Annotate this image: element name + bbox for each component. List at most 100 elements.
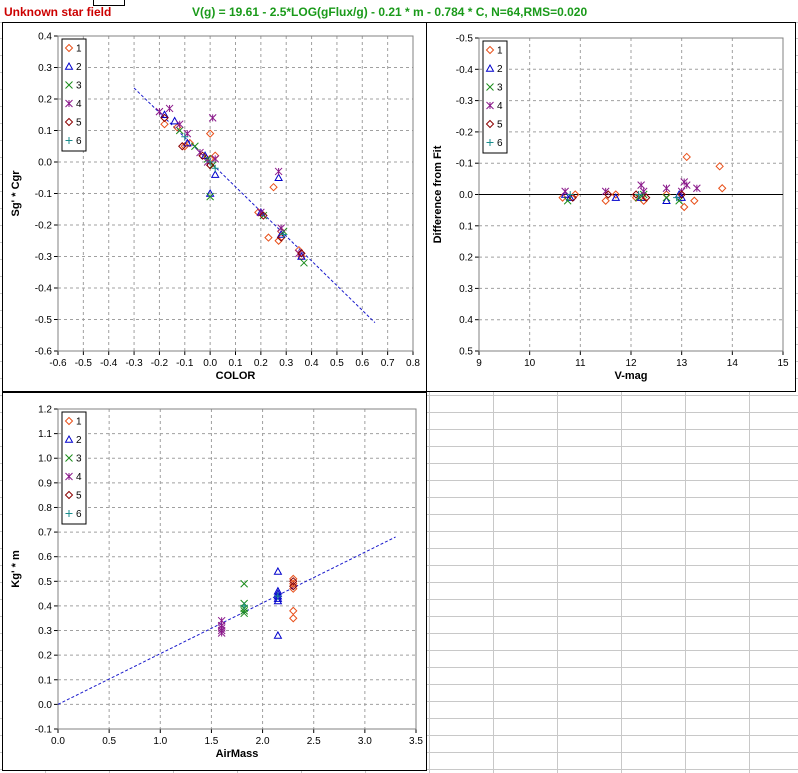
legend-marker-series-2 bbox=[485, 63, 495, 72]
x-tick-label: 11 bbox=[575, 358, 586, 369]
cell-selection-box[interactable] bbox=[93, 0, 125, 6]
y-axis-label: Kg' * m bbox=[10, 550, 22, 588]
legend-label: 3 bbox=[76, 454, 82, 465]
y-tick-label: 1.1 bbox=[38, 429, 52, 440]
legend-label: 3 bbox=[76, 81, 82, 92]
x-tick-label: -0.4 bbox=[100, 358, 118, 369]
legend-label: 2 bbox=[76, 435, 82, 446]
data-point-series-4 bbox=[637, 181, 645, 189]
data-point-series-1 bbox=[160, 119, 169, 129]
x-tick-label: 0.0 bbox=[51, 736, 65, 747]
plot-area bbox=[57, 408, 417, 730]
data-point-series-5 bbox=[677, 190, 686, 199]
legend-label: 1 bbox=[76, 417, 82, 428]
data-point-series-2 bbox=[273, 594, 283, 602]
y-tick-label: 0.1 bbox=[38, 675, 52, 686]
data-point-series-4 bbox=[277, 224, 285, 233]
data-point-series-4 bbox=[175, 120, 184, 129]
data-point-series-4 bbox=[682, 181, 691, 189]
color-chart-panel[interactable]: -0.6 -0.5 -0.4 -0.3 -0.2 -0.1 0.0 0.1 0.2 0.3 0.4 0… bbox=[2, 22, 427, 392]
legend-label: 5 bbox=[497, 120, 503, 131]
data-point-series-3 bbox=[300, 258, 308, 267]
x-tick-label: 0.5 bbox=[330, 358, 344, 369]
y-tick-label: 0.2 bbox=[38, 95, 52, 106]
data-point-series-2 bbox=[662, 196, 671, 205]
legend-marker-series-1 bbox=[64, 43, 74, 53]
data-point-series-4 bbox=[155, 107, 164, 116]
data-point-series-6 bbox=[635, 191, 643, 198]
y-tick-label: -0.3 bbox=[35, 252, 53, 263]
x-tick-label: 9 bbox=[476, 358, 482, 369]
y-axis-label: Sg' * Cgr bbox=[10, 170, 22, 217]
data-point-series-2 bbox=[170, 116, 179, 125]
x-axis-label: COLOR bbox=[216, 370, 256, 382]
data-point-series-4 bbox=[662, 184, 671, 193]
data-point-series-1 bbox=[185, 138, 195, 148]
data-point-series-3 bbox=[206, 192, 214, 201]
legend-marker-series-2 bbox=[64, 434, 74, 443]
y-tick-label: 0.8 bbox=[38, 503, 52, 514]
data-point-series-6 bbox=[566, 191, 574, 198]
data-point-series-2 bbox=[274, 173, 283, 182]
data-point-series-2 bbox=[273, 630, 283, 639]
x-tick-label: 0.6 bbox=[355, 358, 369, 369]
legend-marker-series-5 bbox=[485, 119, 495, 129]
data-point-series-3 bbox=[175, 126, 184, 135]
data-point-series-6 bbox=[673, 194, 681, 202]
data-point-series-5 bbox=[641, 193, 651, 202]
data-point-series-1 bbox=[601, 196, 610, 205]
y-tick-label: -0.2 bbox=[35, 221, 53, 232]
data-point-series-2 bbox=[273, 596, 283, 605]
y-tick-label: 0.9 bbox=[38, 478, 52, 489]
x-tick-label: 15 bbox=[777, 358, 789, 369]
legend-label: 1 bbox=[76, 44, 82, 55]
x-axis-label: AirMass bbox=[216, 748, 259, 760]
x-tick-label: -0.5 bbox=[75, 358, 93, 369]
x-tick-label: 0.1 bbox=[229, 358, 243, 369]
y-tick-label: 0.5 bbox=[459, 347, 473, 358]
y-tick-label: -0.6 bbox=[35, 347, 53, 358]
legend-label: 4 bbox=[497, 101, 503, 112]
legend-marker-series-1 bbox=[64, 416, 74, 426]
data-point-series-1 bbox=[269, 182, 278, 192]
y-axis-label: Difference from Fit bbox=[432, 145, 444, 243]
data-point-series-3 bbox=[240, 579, 249, 588]
y-tick-label: -0.5 bbox=[35, 315, 53, 326]
y-tick-label: -0.4 bbox=[456, 65, 474, 76]
data-point-series-1 bbox=[682, 152, 691, 162]
legend-box bbox=[61, 411, 87, 525]
legend-marker-series-2 bbox=[64, 61, 74, 70]
data-point-series-1 bbox=[264, 233, 273, 242]
data-point-series-2 bbox=[297, 251, 306, 260]
airmass-chart-panel[interactable]: 0.0 0.5 1.0 1.5 2.0 2.5 3.0 3.5 -0.1 0.0 0.1 0.2 0.3… bbox=[2, 392, 427, 771]
y-tick-label: 0.7 bbox=[38, 528, 52, 539]
data-point-series-2 bbox=[182, 138, 192, 147]
legend-marker-series-5 bbox=[64, 117, 74, 127]
x-tick-label: 1.0 bbox=[153, 736, 167, 747]
x-tick-label: 0.8 bbox=[406, 358, 420, 369]
residual-chart-panel[interactable]: 9 10 11 12 13 14 15 -0.5 -0.4 -0.3 -0.2 -0.1 0.0 0.1 0… bbox=[426, 22, 796, 392]
data-point-series-5 bbox=[259, 211, 268, 220]
data-point-series-5 bbox=[289, 582, 298, 591]
x-tick-label: 0.0 bbox=[203, 358, 217, 369]
data-point-series-1 bbox=[690, 196, 699, 205]
data-point-series-6 bbox=[206, 158, 214, 166]
y-tick-label: -0.5 bbox=[456, 34, 474, 45]
legend-marker-series-6 bbox=[65, 510, 73, 517]
y-tick-label: -0.3 bbox=[456, 96, 474, 107]
data-point-series-2 bbox=[611, 193, 621, 201]
legend-label: 2 bbox=[76, 62, 82, 73]
data-point-series-3 bbox=[240, 609, 249, 618]
legend-marker-series-4 bbox=[486, 101, 494, 110]
data-point-series-1 bbox=[205, 129, 215, 138]
spreadsheet-header-row: Unknown star field V(g) = 19.61 - 2.5*LO… bbox=[0, 0, 798, 23]
data-point-series-1 bbox=[558, 193, 567, 202]
data-point-series-4 bbox=[693, 184, 701, 193]
data-point-series-6 bbox=[240, 602, 248, 610]
y-tick-label: 1.0 bbox=[38, 454, 52, 465]
plot-area bbox=[57, 35, 414, 352]
x-tick-label: 13 bbox=[676, 358, 688, 369]
y-tick-label: 0.6 bbox=[38, 552, 52, 563]
data-point-series-5 bbox=[198, 151, 207, 160]
data-point-series-5 bbox=[603, 190, 613, 199]
